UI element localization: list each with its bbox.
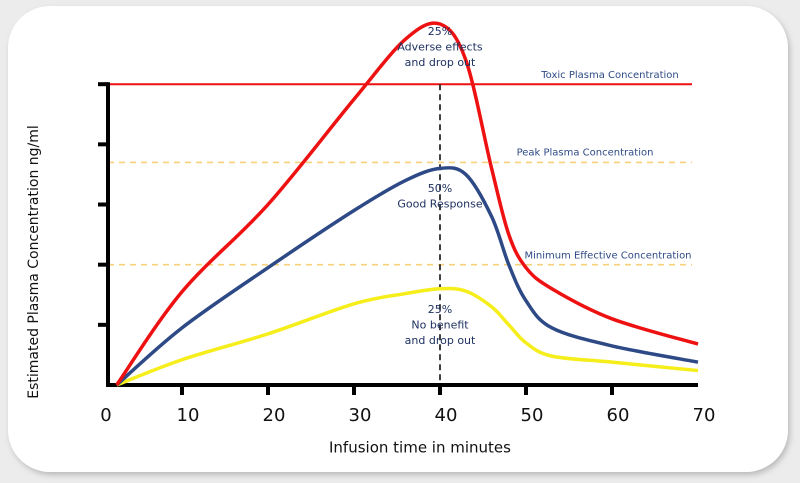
reference-label: Toxic Plasma Concentration (540, 70, 679, 81)
series-line (115, 166, 699, 387)
x-tick-label: 10 (177, 405, 200, 426)
annotation: 50% (428, 182, 452, 195)
x-tick-label: 0 (100, 405, 111, 426)
x-tick-label: 40 (435, 405, 458, 426)
annotation: 25% (428, 303, 452, 316)
card (8, 6, 788, 472)
reference-label: Minimum Effective Concentration (524, 251, 691, 262)
x-tick-label: 20 (263, 405, 286, 426)
y-axis-label: Estimated Plasma Concentration ng/ml (26, 125, 42, 399)
series-line (116, 286, 699, 387)
x-axis-label: Infusion time in minutes (329, 439, 511, 457)
x-tick-label: 50 (521, 405, 544, 426)
series-line (115, 21, 699, 387)
annotation: No benefit (411, 319, 469, 332)
x-tick-label: 70 (693, 405, 716, 426)
annotation: Good Response (397, 198, 483, 211)
annotation: Adverse effects (397, 41, 483, 54)
annotation: and drop out (405, 334, 476, 347)
annotation: 25% (428, 25, 452, 38)
x-tick-label: 30 (349, 405, 372, 426)
annotation: and drop out (405, 56, 476, 69)
x-tick-label: 60 (607, 405, 630, 426)
reference-label: Peak Plasma Concentration (517, 147, 654, 158)
